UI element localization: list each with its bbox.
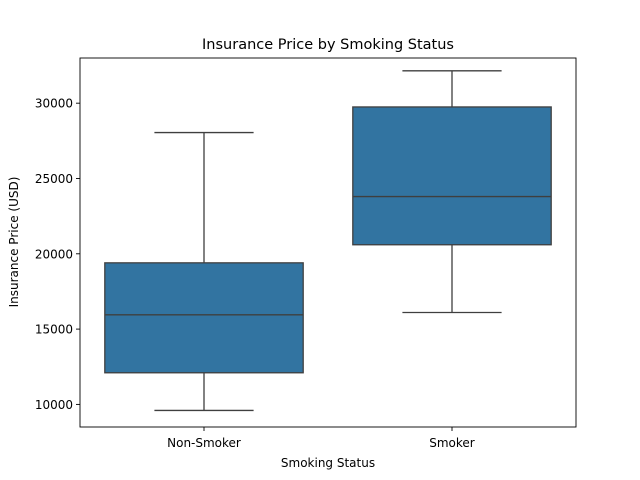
box-non-smoker — [104, 131, 304, 412]
x-tick-label: Smoker — [429, 436, 475, 450]
x-tick-label: Non-Smoker — [167, 436, 241, 450]
box-smoker — [352, 70, 552, 314]
y-tick-label: 15000 — [35, 323, 73, 337]
y-tick-label: 30000 — [35, 97, 73, 111]
x-axis-label: Smoking Status — [281, 456, 375, 470]
box-group — [104, 70, 552, 412]
iqr-box — [104, 262, 304, 374]
y-axis-label: Insurance Price (USD) — [7, 177, 21, 308]
iqr-box — [352, 106, 552, 246]
y-tick-label: 25000 — [35, 172, 73, 186]
chart-title: Insurance Price by Smoking Status — [202, 37, 454, 53]
tick-group: 10000 15000 20000 25000 30000 Non-Smoker Smoke… — [35, 97, 475, 450]
y-tick-label: 20000 — [35, 247, 73, 261]
y-tick-label: 10000 — [35, 398, 73, 412]
